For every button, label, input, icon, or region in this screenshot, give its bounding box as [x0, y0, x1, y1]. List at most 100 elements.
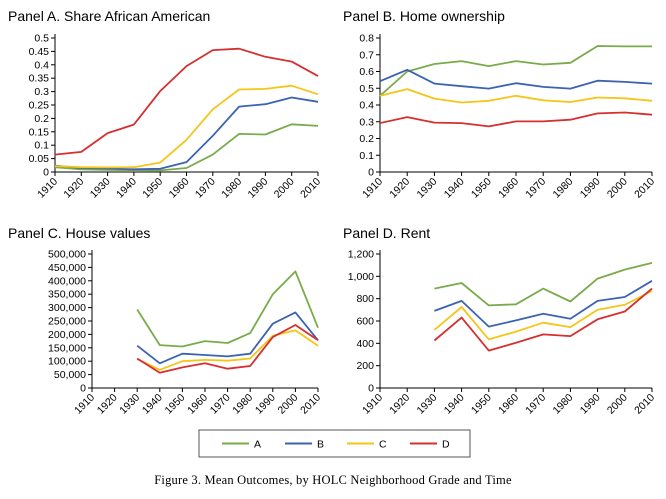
series-line-d	[136, 324, 319, 374]
y-tick-label: 0.4	[34, 59, 49, 71]
x-tick-label: 1960	[496, 392, 521, 417]
x-tick-label: 1960	[185, 392, 210, 417]
y-tick-label: 0.45	[29, 46, 50, 58]
y-tick-label: 600	[356, 316, 374, 328]
x-tick-label: 1960	[167, 176, 192, 201]
y-tick-label: 500,000	[48, 249, 86, 261]
x-tick-label: 2000	[605, 176, 630, 201]
panel-a: 0 0.050.1 0.150.20.25 0.30.35 0.40.450.5 1910…	[29, 33, 324, 201]
x-tick-label: 2010	[632, 392, 657, 417]
x-tick-label: 1980	[551, 176, 576, 201]
x-tick-label: 2000	[605, 392, 630, 417]
y-tick-label: 250,000	[48, 316, 86, 328]
y-tick-label: 0	[368, 167, 374, 179]
y-tick-label: 0.8	[359, 33, 374, 45]
y-tick-label: 400	[356, 338, 374, 350]
y-tick-label: 0.05	[29, 153, 50, 165]
y-tick-label: 350,000	[48, 289, 86, 301]
x-tick-label: 1910	[360, 392, 385, 417]
x-tick-label: 1970	[208, 392, 233, 417]
series-line-c	[433, 290, 653, 341]
x-tick-label: 1970	[193, 176, 218, 201]
x-tick-label: 1920	[95, 392, 120, 417]
series-line-d	[54, 47, 319, 156]
x-tick-label: 1940	[114, 176, 139, 201]
series-line-a	[434, 262, 653, 307]
y-tick-label: 0.6	[359, 66, 374, 78]
series-line-a	[136, 270, 319, 348]
x-tick-label: 1910	[35, 176, 60, 201]
series-line-a	[54, 123, 319, 172]
y-tick-label: 450,000	[48, 262, 86, 274]
x-tick-label: 1940	[442, 176, 467, 201]
x-tick-label: 1960	[496, 176, 521, 201]
series-line-b	[54, 96, 319, 171]
y-tick-label: 200	[356, 360, 374, 372]
y-tick-label: 200,000	[48, 329, 86, 341]
x-tick-label: 2000	[272, 176, 297, 201]
series-line-c	[54, 84, 319, 169]
y-tick-label: 0.1	[34, 140, 49, 152]
x-tick-label: 1930	[415, 392, 440, 417]
y-tick-label: 0.4	[359, 100, 374, 112]
series-line-c	[136, 329, 319, 371]
y-tick-label: 0.7	[359, 49, 374, 61]
y-tick-label: 0.2	[34, 113, 49, 125]
series-line-a	[379, 45, 652, 97]
legend-label-a: A	[254, 439, 261, 451]
x-tick-label: 1950	[469, 176, 494, 201]
x-tick-label: 1980	[230, 392, 255, 417]
x-tick-label: 1950	[469, 392, 494, 417]
legend-label-d: D	[442, 439, 450, 451]
x-tick-label: 1920	[387, 392, 412, 417]
panel-b: 0 0.1 0.2 0.3 0.4 0.5 0.6 0.7 0.8 1910 1920 1930 194…	[359, 33, 657, 201]
y-tick-label: 0.5	[359, 83, 374, 95]
x-tick-label: 1950	[163, 392, 188, 417]
y-tick-label: 0.1	[359, 150, 374, 162]
x-tick-label: 1970	[523, 392, 548, 417]
panel-a-title: Panel A. Share African American	[8, 8, 210, 24]
series-line-b	[136, 311, 319, 365]
x-tick-label: 1930	[88, 176, 113, 201]
y-tick-label: 400,000	[48, 275, 86, 287]
y-tick-label: 800	[356, 293, 374, 305]
x-tick-label: 1990	[246, 176, 271, 201]
x-tick-label: 1980	[219, 176, 244, 201]
x-tick-label: 1940	[140, 392, 165, 417]
x-tick-label: 1950	[140, 176, 165, 201]
x-tick-label: 1920	[61, 176, 86, 201]
series-line-b	[379, 68, 653, 90]
y-tick-label: 1,000	[348, 271, 374, 283]
y-tick-label: 0.3	[359, 116, 374, 128]
series-line-d	[379, 111, 653, 128]
y-tick-label: 0	[80, 383, 86, 395]
x-tick-label: 2010	[298, 392, 323, 417]
y-tick-label: 0.5	[34, 33, 49, 45]
series-line-b	[434, 280, 653, 328]
x-tick-label: 1970	[523, 176, 548, 201]
legend-items: A B C D	[222, 439, 450, 451]
x-tick-label: 2010	[632, 176, 657, 201]
series-line-c	[379, 88, 653, 104]
y-tick-label: 1,200	[348, 249, 374, 261]
panel-b-title: Panel B. Home ownership	[343, 8, 505, 24]
legend-label-b: B	[317, 439, 324, 451]
series-line-d	[433, 287, 653, 352]
y-tick-label: 0	[43, 167, 49, 179]
y-tick-label: 0	[368, 383, 374, 395]
y-tick-label: 0.25	[29, 100, 50, 112]
x-tick-label: 2010	[298, 176, 323, 201]
figure-caption: Figure 3. Mean Outcomes, by HOLC Neighbo…	[154, 473, 512, 487]
y-tick-label: 0.15	[29, 126, 50, 138]
y-tick-label: 50,000	[54, 369, 86, 381]
x-tick-label: 1910	[360, 176, 385, 201]
x-tick-label: 1990	[578, 392, 603, 417]
x-tick-label: 1980	[551, 392, 576, 417]
y-tick-label: 300,000	[48, 302, 86, 314]
panel-d-title: Panel D. Rent	[343, 225, 430, 241]
x-tick-label: 1990	[253, 392, 278, 417]
x-tick-label: 1940	[442, 392, 467, 417]
x-tick-label: 1920	[387, 176, 412, 201]
